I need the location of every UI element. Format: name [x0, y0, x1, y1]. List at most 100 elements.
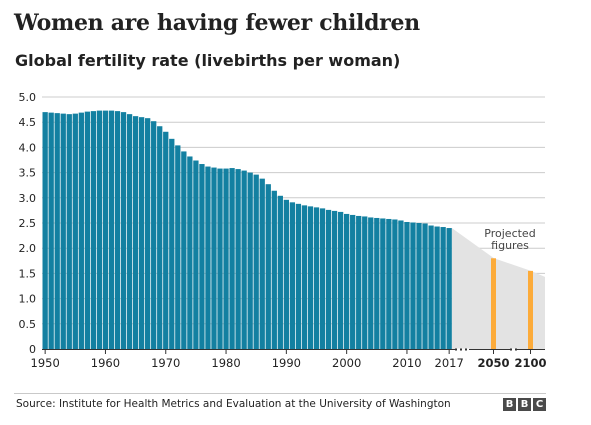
- annotation-line: Projected: [484, 227, 535, 240]
- x-axis: 1950 1960 1970 1980 1990 2000 2010 2017 2050 2100: [31, 348, 547, 370]
- bar-1994: [307, 206, 314, 349]
- bar-1968: [151, 121, 157, 349]
- bar-1954: [66, 114, 72, 349]
- bar-1975: [193, 160, 199, 349]
- bar-2011: [410, 222, 416, 349]
- projected-bars: [491, 258, 533, 349]
- bar-1980: [223, 168, 229, 349]
- bar-2002: [356, 215, 362, 349]
- y-tick-label: 2.5: [19, 217, 37, 230]
- bar-1992: [295, 203, 302, 349]
- x-tick-label: 1990: [272, 356, 301, 370]
- y-tick-label: 1.5: [19, 267, 37, 280]
- x-tick-label: 2010: [392, 356, 421, 370]
- bbc-logo-letter: B: [518, 398, 531, 411]
- bar-2007: [386, 218, 392, 349]
- historical-bars: [42, 110, 452, 350]
- bar-1951: [48, 112, 54, 350]
- bar-2012: [416, 223, 422, 349]
- bar-1957: [84, 111, 91, 349]
- bar-1993: [301, 205, 308, 349]
- bar-1969: [157, 126, 163, 350]
- bar-1989: [277, 195, 283, 349]
- bar-1991: [289, 202, 296, 349]
- bar-1996: [319, 208, 326, 349]
- bar-1998: [331, 210, 338, 349]
- bar-2014: [428, 225, 434, 349]
- x-tick-label: 2000: [332, 356, 361, 370]
- y-tick-label: 2.0: [19, 242, 37, 255]
- bar-1978: [211, 167, 217, 349]
- y-tick-label: 3.5: [19, 167, 37, 180]
- bar-1988: [271, 190, 277, 349]
- source-note: Source: Institute for Health Metrics and…: [16, 398, 451, 410]
- x-tick-label-projected: 2100: [514, 356, 546, 370]
- bar-1970: [163, 131, 169, 349]
- bar-2008: [392, 219, 398, 349]
- bar-1964: [126, 114, 133, 349]
- bar-1999: [337, 211, 344, 349]
- bar-1955: [72, 113, 78, 349]
- projection-area: [451, 228, 545, 349]
- bar-1963: [120, 112, 127, 350]
- bar-1950: [42, 112, 48, 350]
- y-tick-label: 4.5: [19, 116, 37, 129]
- bar-2005: [374, 217, 380, 349]
- bbc-logo-letter: B: [503, 398, 516, 411]
- bar-1953: [60, 113, 66, 349]
- bar-1965: [132, 116, 139, 349]
- fertility-chart: 0 0.5 1.0 1.5 2.0 2.5 3.0 3.5 4.0 4.5 5.0 1950 1960…: [19, 91, 547, 370]
- y-tick-label: 3.0: [19, 192, 37, 205]
- bbc-logo-letter: C: [533, 398, 546, 411]
- chart-title: Women are having fewer children: [14, 10, 420, 36]
- bar-1981: [229, 168, 235, 349]
- x-tick-label-projected: 2050: [477, 356, 509, 370]
- bar-1976: [199, 164, 205, 349]
- bar-1959: [96, 110, 103, 349]
- projected-bar-2100: [528, 270, 533, 349]
- bar-1977: [205, 166, 211, 349]
- bar-2001: [350, 214, 356, 349]
- y-tick-label: 1.0: [19, 293, 37, 306]
- bar-2015: [434, 226, 440, 349]
- y-tick-label: 5.0: [19, 91, 37, 104]
- bar-1972: [175, 145, 181, 349]
- footer: Source: Institute for Health Metrics and…: [14, 393, 546, 416]
- bar-2013: [422, 223, 428, 349]
- bar-1952: [54, 113, 60, 350]
- bar-1979: [217, 168, 223, 349]
- x-tick-label: 1950: [31, 356, 60, 370]
- bar-2009: [398, 220, 404, 349]
- bar-1997: [325, 209, 332, 349]
- x-tick-label: 2017: [435, 356, 464, 370]
- bar-1995: [313, 207, 320, 349]
- y-tick-label: 0: [29, 343, 36, 356]
- bar-2016: [440, 227, 446, 349]
- bar-2000: [344, 213, 350, 349]
- bar-1984: [247, 172, 253, 349]
- x-tick-label: 1980: [211, 356, 240, 370]
- x-tick-label: 1960: [91, 356, 120, 370]
- chart-subtitle: Global fertility rate (livebirths per wo…: [15, 51, 401, 70]
- bar-1987: [265, 184, 271, 349]
- bar-1966: [138, 117, 145, 349]
- y-axis: 0 0.5 1.0 1.5 2.0 2.5 3.0 3.5 4.0 4.5 5.0: [19, 91, 37, 356]
- bar-2006: [380, 218, 386, 349]
- y-tick-label: 4.0: [19, 141, 37, 154]
- bar-1985: [253, 174, 259, 349]
- bar-1956: [78, 112, 84, 350]
- bar-1973: [181, 151, 187, 349]
- bar-2003: [362, 216, 368, 349]
- bar-2010: [404, 221, 410, 349]
- bar-1971: [169, 138, 175, 349]
- annotation-line: figures: [491, 239, 529, 252]
- bar-2004: [368, 217, 374, 349]
- y-tick-label: 0.5: [19, 318, 37, 331]
- bar-1982: [235, 169, 241, 349]
- bar-1962: [114, 111, 121, 349]
- bar-1983: [241, 170, 247, 349]
- bar-1960: [102, 110, 109, 349]
- bbc-logo: B B C: [503, 398, 546, 411]
- bar-1967: [145, 118, 151, 349]
